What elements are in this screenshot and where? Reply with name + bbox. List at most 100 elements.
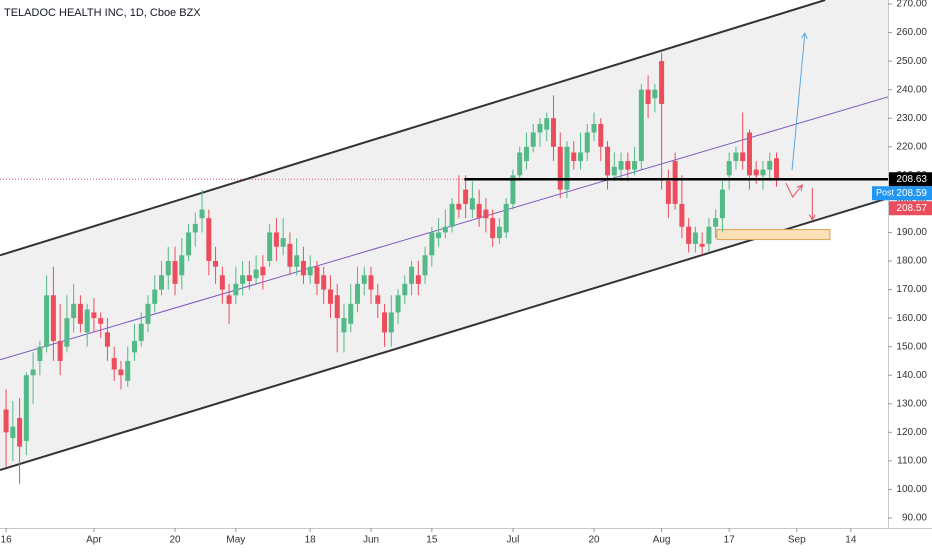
y-tick-label: 250.00 bbox=[896, 56, 927, 67]
candle-body bbox=[510, 175, 516, 204]
candle-body bbox=[753, 169, 759, 176]
candle-body bbox=[199, 209, 205, 219]
candle-body bbox=[496, 226, 502, 239]
candle-body bbox=[726, 161, 732, 176]
price-badge-label: 208.59 bbox=[896, 188, 927, 199]
candle-body bbox=[409, 266, 415, 284]
candle-body bbox=[469, 198, 475, 210]
candle-body bbox=[591, 123, 597, 133]
candle-body bbox=[422, 255, 428, 276]
candle-body bbox=[550, 118, 556, 147]
y-tick-label: 270.00 bbox=[896, 0, 927, 10]
x-tick-label: Aug bbox=[653, 535, 671, 546]
y-tick-label: 100.00 bbox=[896, 484, 927, 495]
candle-body bbox=[145, 303, 151, 324]
post-tag: Post bbox=[876, 188, 895, 198]
candle-body bbox=[719, 189, 725, 219]
x-tick-label: 14 bbox=[845, 535, 857, 546]
candle-body bbox=[767, 161, 773, 170]
candle-body bbox=[186, 232, 192, 256]
candle-body bbox=[98, 318, 104, 324]
candle-body bbox=[118, 369, 124, 376]
candle-body bbox=[686, 226, 692, 244]
candle-body bbox=[23, 375, 29, 441]
candle-body bbox=[213, 261, 219, 267]
candle-body bbox=[571, 152, 577, 162]
candle-body bbox=[84, 309, 90, 333]
candle-body bbox=[645, 89, 651, 104]
candle-body bbox=[476, 203, 482, 219]
arrow-down bbox=[785, 182, 803, 198]
candle-body bbox=[273, 232, 279, 247]
candle-body bbox=[557, 146, 563, 190]
x-tick-label: Apr bbox=[86, 535, 102, 546]
candle-body bbox=[348, 303, 354, 324]
candle-body bbox=[219, 275, 225, 290]
candle-body bbox=[564, 146, 570, 190]
candle-body bbox=[672, 161, 678, 204]
candle-body bbox=[260, 266, 266, 276]
candle-body bbox=[605, 146, 611, 176]
x-tick-label: 17 bbox=[724, 535, 736, 546]
candle-body bbox=[280, 238, 286, 247]
y-tick-label: 230.00 bbox=[896, 113, 927, 124]
candle-body bbox=[287, 243, 293, 267]
candle-body bbox=[375, 295, 381, 304]
candle-body bbox=[334, 295, 340, 319]
candle-body bbox=[37, 346, 43, 361]
channel-fill bbox=[0, 0, 888, 471]
candle-body bbox=[206, 218, 212, 262]
y-tick-label: 240.00 bbox=[896, 84, 927, 95]
x-tick-label: 20 bbox=[169, 535, 181, 546]
chart-title: TELADOC HEALTH INC, 1D, Cboe BZX bbox=[4, 7, 201, 19]
candle-body bbox=[341, 318, 347, 333]
candle-body bbox=[490, 218, 496, 239]
candle-body bbox=[91, 312, 97, 319]
y-tick-label: 130.00 bbox=[896, 398, 927, 409]
candle-body bbox=[104, 332, 110, 347]
x-tick-label: May bbox=[226, 535, 245, 546]
candle-body bbox=[10, 426, 16, 439]
candle-body bbox=[483, 209, 489, 219]
candle-body bbox=[402, 283, 408, 296]
candle-body bbox=[64, 318, 70, 347]
candle-body bbox=[436, 232, 442, 239]
candle-body bbox=[246, 275, 252, 281]
candle-body bbox=[165, 261, 171, 276]
y-tick-label: 110.00 bbox=[897, 456, 927, 467]
candle-body bbox=[530, 132, 536, 147]
y-tick-label: 150.00 bbox=[896, 341, 927, 352]
candle-body bbox=[192, 223, 198, 233]
candle-body bbox=[652, 89, 658, 99]
candle-body bbox=[233, 283, 239, 296]
price-badge bbox=[872, 186, 932, 201]
y-tick-label: 90.00 bbox=[902, 513, 927, 524]
candle-body bbox=[463, 189, 469, 204]
candle-body bbox=[172, 261, 178, 284]
x-tick-label: Sep bbox=[788, 535, 806, 546]
candle-body bbox=[415, 275, 421, 284]
candle-body bbox=[659, 61, 665, 104]
candle-body bbox=[321, 275, 327, 290]
candle-body bbox=[50, 295, 56, 341]
candle-body bbox=[578, 152, 584, 162]
candle-body bbox=[611, 166, 617, 176]
candle-body bbox=[625, 161, 631, 170]
y-tick-label: 120.00 bbox=[896, 427, 927, 438]
candle-body bbox=[706, 226, 712, 244]
candle-body bbox=[395, 295, 401, 313]
y-tick-label: 260.00 bbox=[896, 27, 927, 38]
candle-body bbox=[665, 181, 671, 204]
y-tick-label: 140.00 bbox=[896, 370, 927, 381]
x-tick-label: Jul bbox=[507, 535, 520, 546]
channel-mid bbox=[0, 96, 888, 361]
candle-body bbox=[125, 360, 131, 381]
y-tick-label: 170.00 bbox=[896, 284, 927, 295]
candle-body bbox=[71, 303, 77, 319]
x-tick-label: 16 bbox=[1, 535, 13, 546]
candle-body bbox=[17, 418, 23, 447]
candle-body bbox=[253, 269, 259, 279]
price-badge bbox=[889, 172, 932, 187]
